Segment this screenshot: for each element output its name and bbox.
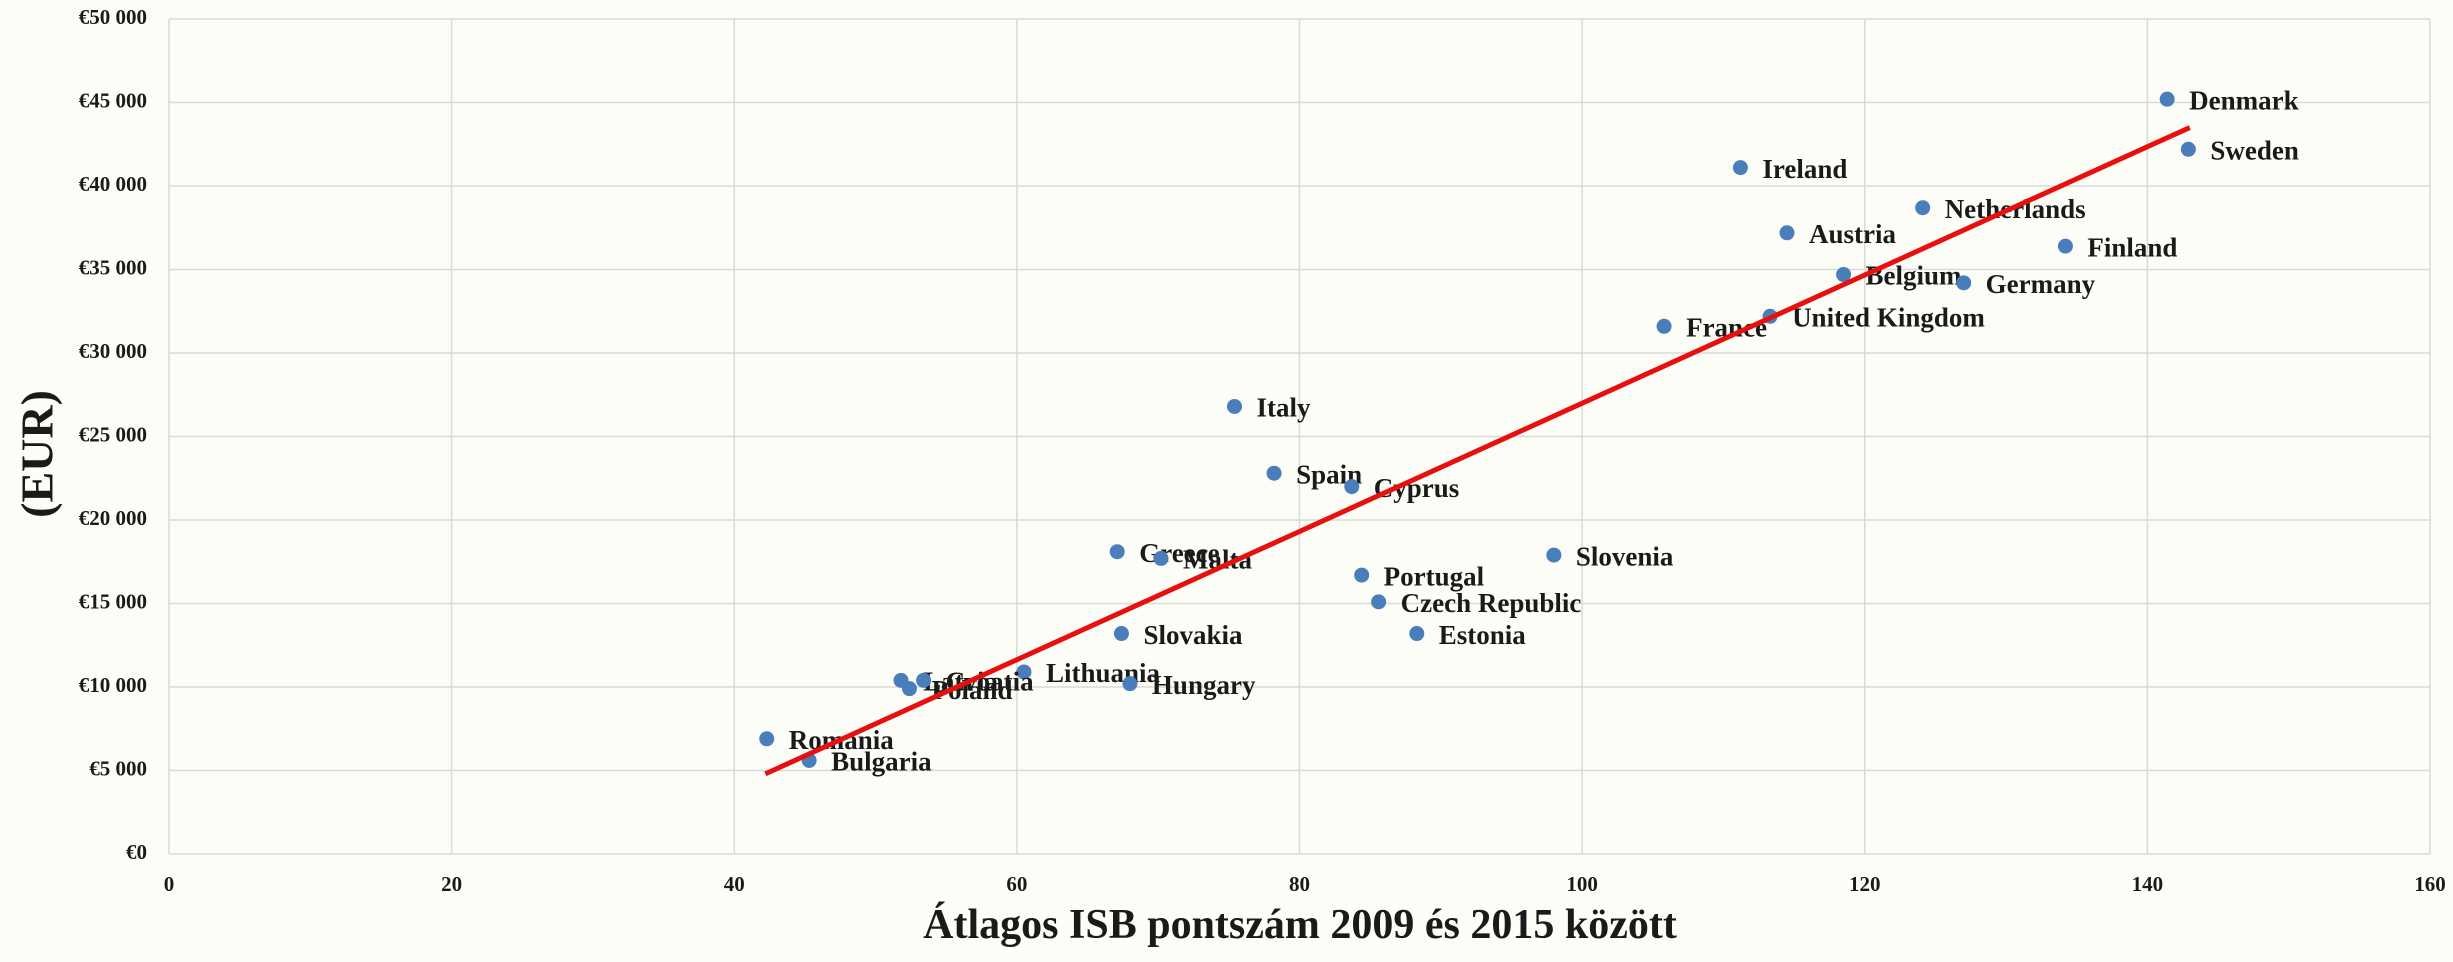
point	[916, 672, 932, 688]
point-label: Greece	[1139, 538, 1219, 568]
x-axis-label: Átlagos ISB pontszám 2009 és 2015 között	[923, 901, 1677, 948]
y-tick-label: €10 000	[79, 673, 147, 697]
y-tick-label: €35 000	[79, 255, 147, 279]
point-label: Bulgaria	[831, 747, 932, 777]
point-label: Austria	[1809, 219, 1896, 249]
point	[1354, 567, 1370, 583]
x-tick-label: 40	[724, 872, 745, 896]
y-tick-label: €30 000	[79, 339, 147, 363]
x-tick-label: 60	[1006, 872, 1027, 896]
point	[2180, 141, 2196, 157]
point-label: Italy	[1256, 393, 1311, 423]
point	[1546, 547, 1562, 563]
y-tick-label: €5 000	[89, 756, 147, 780]
point	[1732, 160, 1748, 176]
point-label: Germany	[1986, 269, 2096, 299]
point	[1153, 550, 1169, 566]
point-label: Slovakia	[1143, 620, 1243, 650]
x-tick-label: 20	[441, 872, 462, 896]
point-label: Belgium	[1866, 261, 1963, 291]
point-label: Czech Republic	[1401, 588, 1582, 618]
x-tick-label: 140	[2132, 872, 2164, 896]
point	[1836, 267, 1852, 283]
point	[1956, 275, 1972, 291]
point-label: Hungary	[1152, 670, 1256, 700]
point	[1779, 225, 1795, 241]
y-tick-label: €25 000	[79, 422, 147, 446]
point	[1226, 398, 1242, 414]
y-tick-label: €50 000	[79, 5, 147, 29]
point-label: Finland	[2087, 232, 2177, 262]
point-label: Sweden	[2210, 135, 2299, 165]
point	[759, 731, 775, 747]
y-tick-label: €45 000	[79, 88, 147, 112]
point	[1266, 465, 1282, 481]
y-tick-label: €15 000	[79, 589, 147, 613]
y-tick-label: €40 000	[79, 172, 147, 196]
point	[1109, 544, 1125, 560]
x-tick-label: 100	[1566, 872, 1598, 896]
point	[1409, 626, 1425, 642]
x-tick-label: 120	[1849, 872, 1881, 896]
x-tick-label: 0	[164, 872, 175, 896]
trendline	[764, 125, 2191, 777]
y-tick-label: €0	[126, 840, 147, 864]
point	[2057, 238, 2073, 254]
point-label: Estonia	[1439, 620, 1527, 650]
point	[1016, 664, 1032, 680]
point	[1122, 676, 1138, 692]
y-tick-label: €20 000	[79, 506, 147, 530]
point	[901, 681, 917, 697]
x-tick-label: 160	[2414, 872, 2446, 896]
point-label: Portugal	[1384, 561, 1485, 591]
point	[1113, 626, 1129, 642]
point	[2159, 91, 2175, 107]
point	[1915, 200, 1931, 216]
point-label: Ireland	[1762, 154, 1847, 184]
y-axis-label: (EUR)	[12, 390, 63, 518]
point-label: Lithuania	[1046, 658, 1161, 688]
point-label: Slovenia	[1576, 541, 1674, 571]
point	[1344, 479, 1360, 495]
point-label: Denmark	[2189, 85, 2299, 115]
x-tick-label: 80	[1289, 872, 1310, 896]
point	[1371, 594, 1387, 610]
point-label: United Kingdom	[1792, 302, 1985, 332]
point	[1656, 318, 1672, 334]
